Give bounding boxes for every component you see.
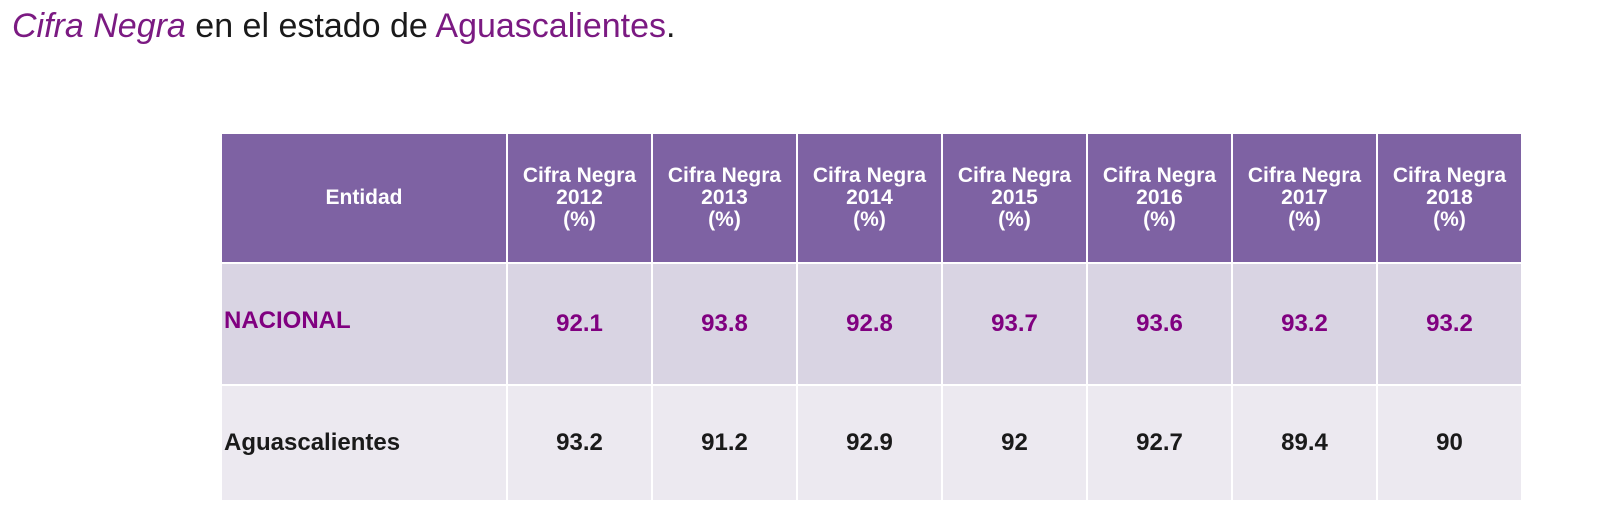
column-header-year: 2017 <box>1281 186 1328 209</box>
column-header-year: 2016 <box>1136 186 1183 209</box>
column-header-unit: (%) <box>1433 208 1466 231</box>
column-header-2016: Cifra Negra 2016 (%) <box>1086 132 1233 264</box>
column-header-year: 2012 <box>556 186 603 209</box>
row-entity-aguascalientes: Aguascalientes <box>220 384 508 502</box>
title-state: Aguascalientes <box>435 7 666 45</box>
column-header-unit: (%) <box>853 208 886 231</box>
value-cell: 93.2 <box>1231 262 1378 386</box>
column-header-unit: (%) <box>1288 208 1321 231</box>
title-period: . <box>666 7 676 45</box>
value-cell: 92 <box>941 384 1088 502</box>
column-header-year: 2014 <box>846 186 893 209</box>
column-header-year: 2018 <box>1426 186 1473 209</box>
title-emphasis: Cifra Negra <box>12 7 186 45</box>
value-cell: 91.2 <box>651 384 798 502</box>
column-header-year: 2015 <box>991 186 1038 209</box>
column-header-unit: (%) <box>708 208 741 231</box>
column-header-unit: (%) <box>1143 208 1176 231</box>
column-header-label: Cifra Negra <box>1392 164 1507 187</box>
column-header-label: Cifra Negra <box>522 164 637 187</box>
column-header-year: 2013 <box>701 186 748 209</box>
column-header-entidad: Entidad <box>220 132 508 264</box>
value-cell: 93.2 <box>506 384 653 502</box>
value-cell: 93.6 <box>1086 262 1233 386</box>
table-row-nacional: NACIONAL 92.1 93.8 92.8 93.7 93.6 93.2 9… <box>220 262 1523 386</box>
column-header-2015: Cifra Negra 2015 (%) <box>941 132 1088 264</box>
value-cell: 92.8 <box>796 262 943 386</box>
value-cell: 92.7 <box>1086 384 1233 502</box>
value-cell: 89.4 <box>1231 384 1378 502</box>
value-cell: 93.7 <box>941 262 1088 386</box>
value-cell: 90 <box>1376 384 1523 502</box>
value-cell: 93.8 <box>651 262 798 386</box>
title-middle: en el estado de <box>185 7 436 45</box>
column-header-unit: (%) <box>563 208 596 231</box>
column-header-2014: Cifra Negra 2014 (%) <box>796 132 943 264</box>
column-header-2012: Cifra Negra 2012 (%) <box>506 132 653 264</box>
cifra-negra-table: Entidad Cifra Negra 2012 (%) Cifra Negra… <box>220 132 1523 502</box>
column-header-label: Cifra Negra <box>957 164 1072 187</box>
column-header-unit: (%) <box>998 208 1031 231</box>
value-cell: 93.2 <box>1376 262 1523 386</box>
column-header-label: Cifra Negra <box>1247 164 1362 187</box>
table-row-aguascalientes: Aguascalientes 93.2 91.2 92.9 92 92.7 89… <box>220 384 1523 502</box>
page-title: Cifra Negra en el estado de Aguascalient… <box>12 4 675 48</box>
value-cell: 92.1 <box>506 262 653 386</box>
column-header-label: Cifra Negra <box>1102 164 1217 187</box>
column-header-2013: Cifra Negra 2013 (%) <box>651 132 798 264</box>
column-header-label: Cifra Negra <box>667 164 782 187</box>
value-cell: 92.9 <box>796 384 943 502</box>
table-header-row: Entidad Cifra Negra 2012 (%) Cifra Negra… <box>220 132 1523 264</box>
column-header-label: Cifra Negra <box>812 164 927 187</box>
column-header-2017: Cifra Negra 2017 (%) <box>1231 132 1378 264</box>
column-header-2018: Cifra Negra 2018 (%) <box>1376 132 1523 264</box>
row-entity-nacional: NACIONAL <box>220 262 508 386</box>
